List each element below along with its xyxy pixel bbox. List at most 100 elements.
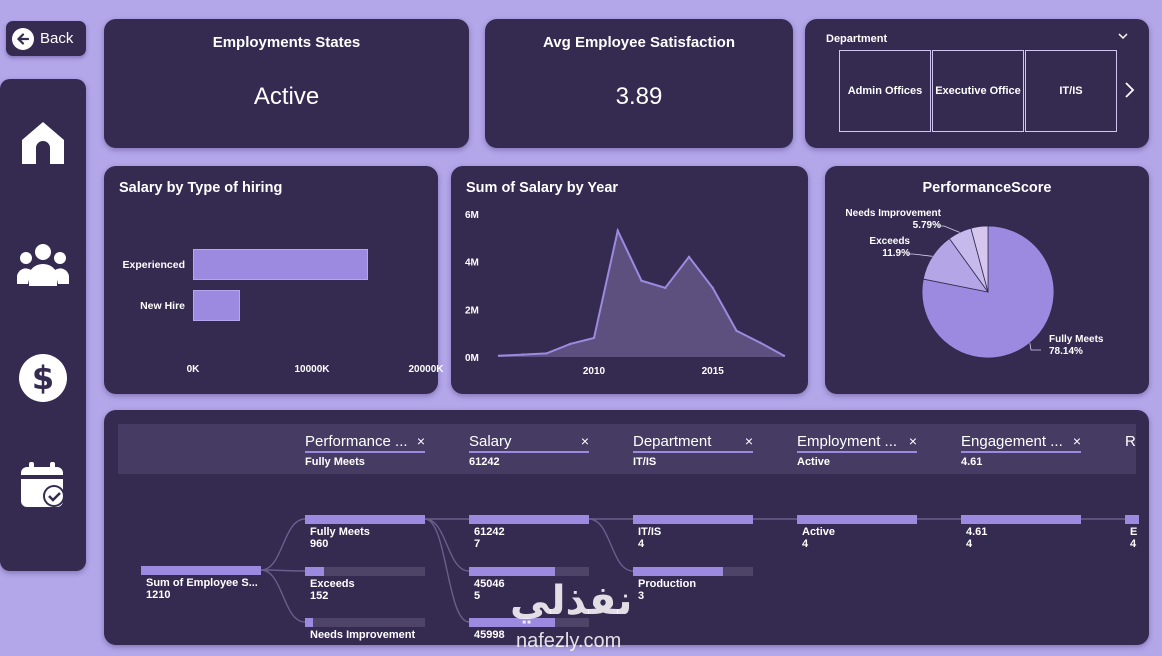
bar-category-label: Experienced [122,259,185,271]
node-bar [1125,515,1139,524]
node-bar [305,618,425,627]
column-header[interactable]: Salary × 61242 [469,433,589,468]
pie-leader-line [938,225,960,233]
column-selected-value: Fully Meets [305,456,365,468]
area-point[interactable] [616,229,619,232]
column-header[interactable]: Department × IT/IS [633,433,753,468]
watermark-url: nafezly.com [516,630,622,652]
arrow-left-icon [12,27,34,50]
tree-link [260,569,306,623]
tree-link [588,518,634,572]
tree-node[interactable]: Active 4 [797,515,917,550]
column-header[interactable]: Engagement ... × 4.61 [961,433,1081,468]
tree-node[interactable]: Exceeds 152 [305,567,425,602]
slicer-tile-it-is[interactable]: IT/IS [1025,50,1117,132]
node-value: 7 [474,538,481,550]
node-bar-fill [1125,515,1139,524]
column-header[interactable]: Employment ... × Active [797,433,917,468]
tree-node[interactable]: 4.61 4 [961,515,1081,550]
node-bar [633,567,753,576]
close-icon[interactable]: × [416,433,425,449]
tree-node[interactable]: 45046 5 [469,567,589,602]
tree-node[interactable]: Sum of Employee S... 1210 [141,566,261,601]
performance-score-chart: PerformanceScore Fully Meets 78.14% Exceed… [825,166,1149,394]
node-label: 45998 [474,629,505,641]
people-icon[interactable] [17,239,69,291]
calendar-check-icon[interactable] [17,459,69,511]
column-selected-value: 4.61 [961,456,983,468]
node-label: 45046 [474,578,505,590]
close-icon[interactable]: × [744,433,753,449]
area-point[interactable] [711,286,714,290]
chevron-right-icon[interactable] [1123,81,1135,104]
node-bar-fill [797,515,917,524]
close-icon[interactable]: × [580,433,589,449]
area-point[interactable] [569,342,572,346]
area-plot: 0M 2M 4M 6M 2010 2015 [465,210,786,377]
column-title: Employment ... [797,433,898,450]
pie-label-value: 78.14% [1049,346,1083,357]
node-value: 4 [1130,538,1137,550]
bar-new-hire[interactable] [193,290,240,321]
bar-category-label: New Hire [140,300,185,312]
node-label: IT/IS [638,526,662,538]
tree-node[interactable]: Needs Improvement [305,618,425,641]
area-point[interactable] [640,279,643,282]
column-title: Department [633,433,712,450]
column-header[interactable]: R [1125,433,1149,454]
pie-label-name: Fully Meets [1049,334,1104,345]
slicer-tile-admin-offices[interactable]: Admin Offices [839,50,931,132]
tree-links [260,518,1125,623]
chevron-down-icon[interactable] [1117,29,1129,47]
area-point[interactable] [497,354,501,358]
node-bar-fill [305,515,425,524]
node-label: Sum of Employee S... [146,577,258,589]
tree-node[interactable]: IT/IS 4 [633,515,753,550]
tree-node[interactable]: Fully Meets 960 [305,515,425,550]
area-point[interactable] [545,352,548,355]
watermark-logo: نفذلي [510,579,633,623]
dollar-icon[interactable]: $ [17,352,69,404]
node-bar-fill [633,515,753,524]
pie-slice-pip[interactable] [970,225,989,293]
back-button[interactable]: Back [6,21,86,56]
tree-link [424,518,470,572]
node-bar [305,515,425,524]
node-bar [305,567,425,576]
node-bar-fill [469,618,556,627]
node-bar [469,618,589,627]
tree-node[interactable]: 45998 [469,618,589,641]
area-point[interactable] [521,353,524,356]
y-tick-label: 4M [465,258,479,269]
x-tick-label: 2010 [583,366,606,377]
area-point[interactable] [592,336,596,340]
area-point[interactable] [664,286,667,290]
satisfaction-title: Avg Employee Satisfaction [543,34,735,51]
column-title: Performance ... [305,433,408,450]
area-point[interactable] [759,341,762,344]
x-tick-label: 2015 [702,366,725,377]
area-point[interactable] [782,354,786,358]
sidebar-nav: $ [0,79,86,571]
tree-node[interactable]: 61242 7 [469,515,589,550]
area-point[interactable] [687,255,691,259]
column-header[interactable]: Performance ... × Fully Meets [305,433,425,468]
bar-experienced[interactable] [193,249,369,280]
department-slicer: Department Admin Offices Executive Offic… [805,19,1149,148]
back-label: Back [40,30,74,47]
close-icon[interactable]: × [1072,433,1081,449]
area-point[interactable] [735,329,738,332]
column-selected-value: Active [797,456,831,468]
node-bar [469,515,589,524]
node-bar-fill [305,618,314,627]
home-icon[interactable] [17,117,69,169]
node-value: 4 [966,538,973,550]
node-bar [469,567,589,576]
satisfaction-value: 3.89 [615,83,663,110]
tree-node[interactable]: Production 3 [633,567,753,602]
close-icon[interactable]: × [908,433,917,449]
pie-label-name: Needs Improvement [845,208,941,219]
slicer-tile-executive-office[interactable]: Executive Office [932,50,1024,132]
